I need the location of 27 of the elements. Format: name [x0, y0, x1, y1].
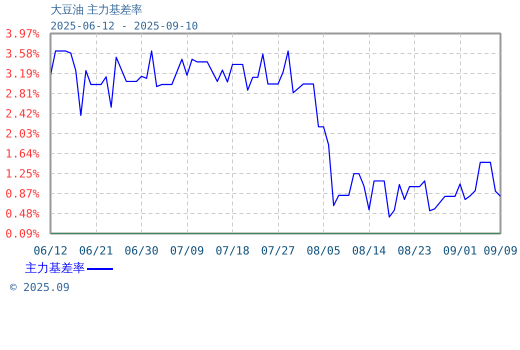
x-tick-label: 06/30: [124, 244, 159, 258]
text: © 2025.09: [10, 280, 70, 296]
y-tick-label: 2.81%: [5, 86, 40, 100]
y-tick-label: 3.97%: [5, 26, 40, 40]
y-tick-label: 3.58%: [5, 46, 40, 61]
y-tick-label: 1.64%: [5, 146, 40, 161]
y-tick-label: 0.87%: [5, 186, 40, 200]
x-tick-label: 08/23: [397, 244, 432, 258]
x-tick-label: 08/14: [352, 244, 386, 258]
chart-title: 大豆油 主力基差率: [50, 2, 142, 16]
x-tick-label: 06/21: [78, 244, 114, 258]
x-tick-label: 06/12: [33, 244, 68, 258]
x-tick-label: 07/18: [215, 244, 250, 258]
y-tick-label: 3.19%: [5, 66, 40, 81]
y-tick-label: 2.42%: [5, 106, 40, 120]
x-tick-label: 07/09: [170, 244, 204, 258]
y-tick-label: 2.03%: [5, 126, 40, 140]
y-tick-label: 1.25%: [5, 166, 40, 181]
x-tick-label: 07/27: [260, 244, 296, 258]
y-tick-label: 0.48%: [5, 206, 40, 220]
x-tick-label: 09/01: [443, 244, 478, 258]
x-tick-label: 09/09: [483, 244, 518, 258]
x-tick-label: 08/05: [306, 244, 341, 258]
legend-label: 主力基差率: [25, 261, 85, 275]
line-series: [50, 50, 500, 218]
y-tick-label: 0.09%: [5, 226, 40, 240]
chart-subtitle: 2025-06-12 - 2025-09-10: [50, 20, 198, 32]
